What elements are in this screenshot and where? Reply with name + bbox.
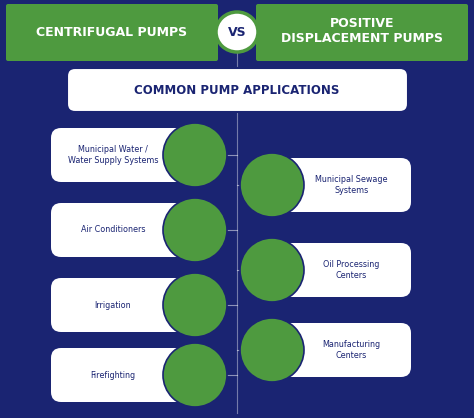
Text: Firefighting: Firefighting [91, 370, 136, 380]
FancyBboxPatch shape [51, 348, 191, 402]
Text: Municipal Water /
Water Supply Systems: Municipal Water / Water Supply Systems [68, 145, 158, 165]
FancyBboxPatch shape [51, 128, 191, 182]
Text: POSITIVE
DISPLACEMENT PUMPS: POSITIVE DISPLACEMENT PUMPS [281, 17, 443, 45]
FancyBboxPatch shape [67, 68, 408, 112]
Circle shape [163, 343, 227, 407]
Text: Municipal Sewage
Systems: Municipal Sewage Systems [315, 175, 388, 195]
Circle shape [240, 318, 304, 382]
Circle shape [163, 273, 227, 337]
Text: Air Conditioners: Air Conditioners [81, 225, 145, 234]
FancyBboxPatch shape [276, 323, 411, 377]
Text: CENTRIFUGAL PUMPS: CENTRIFUGAL PUMPS [36, 26, 188, 39]
Text: Manufacturing
Centers: Manufacturing Centers [322, 340, 381, 360]
Ellipse shape [216, 12, 258, 52]
FancyBboxPatch shape [256, 4, 468, 61]
Circle shape [163, 123, 227, 187]
FancyBboxPatch shape [51, 278, 191, 332]
FancyBboxPatch shape [276, 243, 411, 297]
Text: VS: VS [228, 25, 246, 38]
Circle shape [240, 153, 304, 217]
Text: Oil Processing
Centers: Oil Processing Centers [323, 260, 380, 280]
Circle shape [163, 198, 227, 262]
FancyBboxPatch shape [51, 203, 191, 257]
Text: Irrigation: Irrigation [95, 301, 131, 309]
FancyBboxPatch shape [6, 4, 218, 61]
Text: COMMON PUMP APPLICATIONS: COMMON PUMP APPLICATIONS [134, 84, 340, 97]
FancyBboxPatch shape [276, 158, 411, 212]
Circle shape [240, 238, 304, 302]
